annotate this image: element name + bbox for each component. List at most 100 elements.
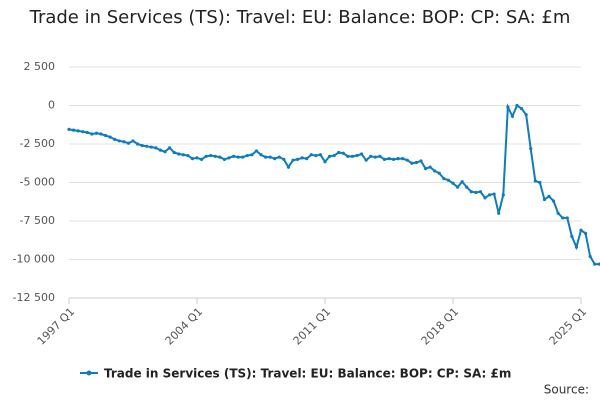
- point: [455, 185, 460, 189]
- chart-title: Trade in Services (TS): Travel: EU: Bala…: [29, 7, 571, 28]
- point: [131, 139, 135, 143]
- point: [533, 179, 537, 183]
- point: [369, 154, 373, 158]
- source: Source:: [544, 383, 589, 397]
- point: [561, 216, 565, 220]
- point: [190, 157, 195, 161]
- point: [85, 130, 89, 135]
- point: [433, 169, 437, 173]
- point: [423, 167, 428, 171]
- point: [451, 181, 455, 185]
- point: [551, 199, 556, 203]
- point: [414, 160, 419, 165]
- legend-marker: [86, 370, 92, 376]
- point: [547, 194, 551, 198]
- point: [295, 157, 300, 161]
- point: [373, 155, 377, 159]
- point: [231, 154, 236, 158]
- point: [378, 154, 382, 158]
- point: [245, 153, 249, 158]
- point: [364, 158, 368, 162]
- point: [510, 114, 515, 118]
- point: [241, 155, 245, 159]
- point: [186, 153, 190, 158]
- y-tick-label: 0: [48, 99, 55, 112]
- point: [487, 193, 492, 197]
- point: [172, 150, 176, 155]
- y-tick-label: 2 500: [24, 60, 56, 73]
- point: [117, 139, 121, 143]
- y-tick-label: -2 500: [20, 137, 55, 150]
- point: [204, 154, 208, 158]
- point: [419, 159, 423, 163]
- point: [387, 157, 391, 161]
- point: [382, 157, 387, 161]
- point: [90, 132, 94, 136]
- point: [181, 153, 185, 157]
- point: [579, 228, 583, 232]
- point: [167, 146, 172, 150]
- point: [465, 185, 469, 189]
- point: [583, 231, 588, 235]
- y-tick-label: -12 500: [13, 291, 55, 304]
- point: [355, 153, 359, 158]
- point: [506, 105, 510, 109]
- x-tick-label: 2011 Q1: [291, 305, 334, 348]
- point: [282, 157, 286, 161]
- point: [529, 147, 533, 151]
- point: [515, 103, 519, 108]
- point: [519, 106, 524, 111]
- point: [327, 154, 332, 158]
- point: [99, 132, 103, 136]
- point: [71, 128, 76, 132]
- point: [213, 154, 217, 158]
- point: [323, 160, 327, 164]
- point: [273, 157, 277, 161]
- point: [254, 149, 259, 153]
- point: [350, 154, 355, 158]
- point: [588, 254, 592, 259]
- point: [209, 153, 213, 158]
- point: [76, 129, 80, 133]
- point: [113, 137, 117, 141]
- point: [145, 144, 149, 148]
- point: [437, 171, 441, 175]
- point: [126, 141, 131, 145]
- point: [542, 197, 547, 202]
- point: [140, 143, 144, 148]
- point: [442, 177, 446, 181]
- point: [122, 140, 126, 144]
- point: [103, 133, 108, 138]
- point: [277, 155, 281, 159]
- y-tick-label: -10 000: [13, 253, 55, 266]
- point: [177, 152, 181, 156]
- point: [314, 153, 318, 158]
- point: [318, 153, 323, 157]
- legend-text: Trade in Services (TS): Travel: EU: Bala…: [104, 367, 511, 381]
- point: [469, 190, 473, 194]
- point: [337, 150, 341, 155]
- point: [460, 180, 464, 184]
- y-tick-label: -5 000: [20, 176, 55, 189]
- point: [497, 211, 501, 215]
- point: [94, 131, 99, 135]
- point: [593, 262, 597, 266]
- point: [396, 157, 400, 161]
- point: [538, 180, 542, 185]
- point: [199, 157, 204, 161]
- x-tick-label: 1997 Q1: [35, 305, 78, 348]
- point: [108, 135, 112, 139]
- point: [67, 127, 71, 131]
- point: [149, 145, 153, 149]
- point: [556, 211, 560, 215]
- point: [263, 155, 268, 159]
- x-tick-label: 2025 Q1: [547, 305, 590, 348]
- point: [286, 165, 291, 169]
- point: [158, 148, 163, 152]
- point: [341, 151, 345, 155]
- point: [410, 161, 414, 165]
- point: [570, 234, 574, 238]
- point: [565, 216, 569, 220]
